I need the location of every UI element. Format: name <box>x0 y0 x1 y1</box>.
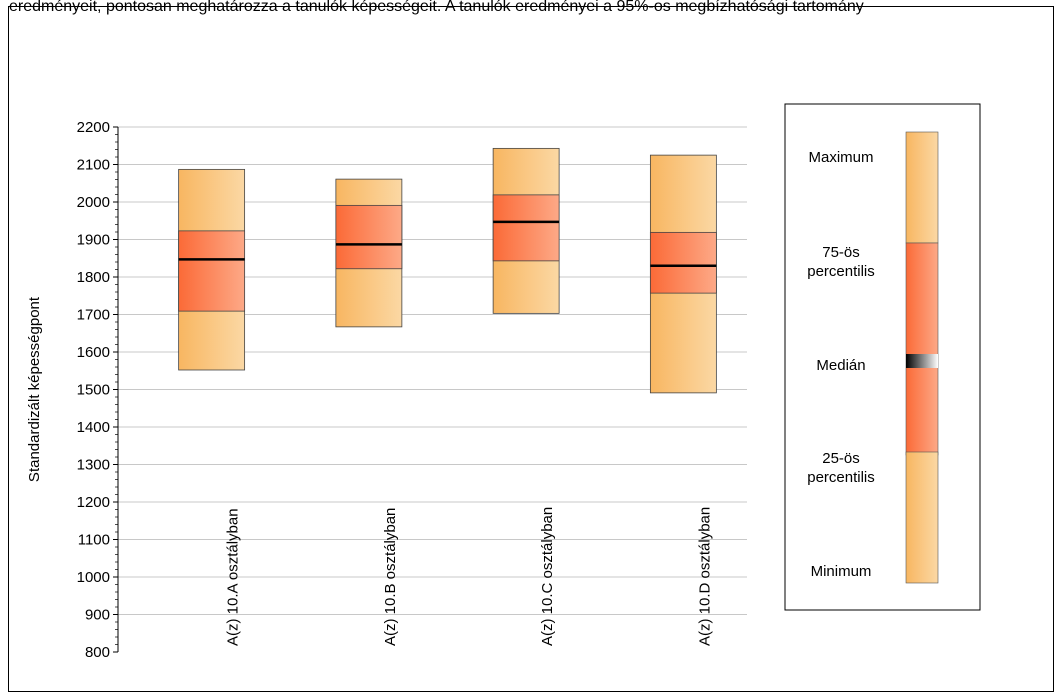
category-label: A(z) 10.C osztályban <box>539 507 556 646</box>
y-tick-label: 2200 <box>77 119 110 136</box>
chart-frame: eredményeit, pontosan meghatározza a tan… <box>8 0 1054 692</box>
y-tick-label: 1400 <box>77 419 110 436</box>
box-inner <box>492 194 560 262</box>
legend-swatch-inner <box>905 242 939 456</box>
legend-label-p25-line1: 25-ös <box>822 450 860 467</box>
top-text: eredményeit, pontosan meghatározza a tan… <box>9 0 864 15</box>
box-group <box>335 178 403 328</box>
y-tick-label: 1500 <box>77 382 110 399</box>
legend-box <box>784 103 981 611</box>
y-tick-label: 1600 <box>77 344 110 361</box>
y-axis-label: Standardizált képességpont <box>26 296 43 482</box>
category-label: A(z) 10.D osztályban <box>696 507 713 646</box>
legend-swatch-lower-outer <box>905 451 939 584</box>
legend-swatch-upper-outer <box>905 131 939 244</box>
box-inner <box>335 204 403 270</box>
box-inner <box>649 231 717 294</box>
box-group <box>492 147 560 314</box>
category-label: A(z) 10.A osztályban <box>225 508 242 646</box>
box-group <box>178 168 246 371</box>
y-tick-label: 1300 <box>77 457 110 474</box>
y-tick-label: 1100 <box>78 532 110 549</box>
y-tick-label: 2100 <box>77 157 110 174</box>
legend-label-p75-line1: 75-ös <box>822 244 860 261</box>
y-tick-label: 2000 <box>77 194 110 211</box>
y-tick-label: 900 <box>85 607 110 624</box>
box-inner <box>178 230 246 312</box>
y-tick-label: 1000 <box>77 569 110 586</box>
y-tick-label: 800 <box>85 644 110 661</box>
y-tick-label: 1900 <box>77 232 110 249</box>
legend-label-p25-line2: percentilis <box>807 469 875 486</box>
y-tick-label: 1200 <box>77 494 110 511</box>
box-group <box>649 154 717 394</box>
y-tick-label: 1700 <box>77 307 110 324</box>
legend-label-p75-line2: percentilis <box>807 263 875 280</box>
legend-label-minimum: Minimum <box>810 563 872 580</box>
y-tick-label: 1800 <box>77 269 110 286</box>
legend-label-maximum: Maximum <box>808 149 874 166</box>
legend-label-median: Medián <box>816 357 866 374</box>
legend-swatch-median <box>906 354 938 368</box>
category-label: A(z) 10.B osztályban <box>382 508 399 646</box>
box-plot-chart: 800 900 1000 1100 1200 1300 1400 1500 1600 1700 18… <box>26 103 981 661</box>
